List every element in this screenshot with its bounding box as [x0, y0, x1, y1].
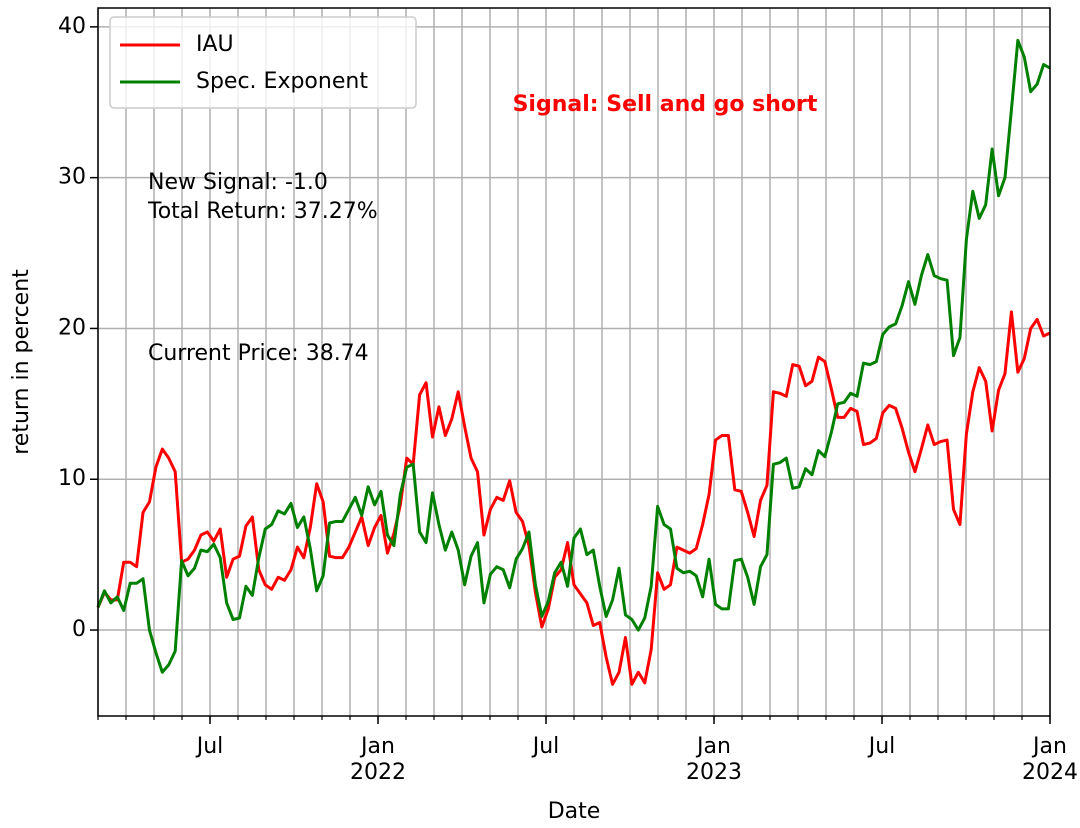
- y-tick-label: 40: [58, 14, 86, 39]
- y-axis-label: return in percent: [9, 269, 34, 455]
- x-axis-label: Date: [548, 799, 601, 824]
- annotation: Total Return: 37.27%: [147, 199, 378, 224]
- annotation: New Signal: -1.0: [148, 170, 328, 195]
- x-tick-label: Jul: [868, 734, 896, 759]
- plot-frame: [97, 7, 1051, 717]
- data-line: [96, 310, 1051, 686]
- annotation: Current Price: 38.74: [148, 341, 369, 366]
- y-tick-label: 10: [58, 466, 86, 491]
- x-tick-label: Jan 2023: [686, 734, 742, 785]
- x-tick-label: Jan 2022: [350, 734, 406, 785]
- legend-label: Spec. Exponent: [196, 69, 368, 94]
- y-tick-label: 30: [58, 165, 86, 190]
- x-tick-label: Jul: [196, 734, 224, 759]
- signal-text: Signal: Sell and go short: [513, 92, 818, 117]
- legend-box: [109, 16, 417, 109]
- x-tick-label: Jan 2024: [1022, 734, 1078, 785]
- data-line: [96, 38, 1051, 674]
- legend-label: IAU: [196, 32, 234, 57]
- y-tick-label: 0: [72, 617, 86, 642]
- legend: IAU Spec. Exponent: [109, 16, 417, 109]
- x-tick-label: Jul: [532, 734, 560, 759]
- y-tick-label: 20: [58, 315, 86, 340]
